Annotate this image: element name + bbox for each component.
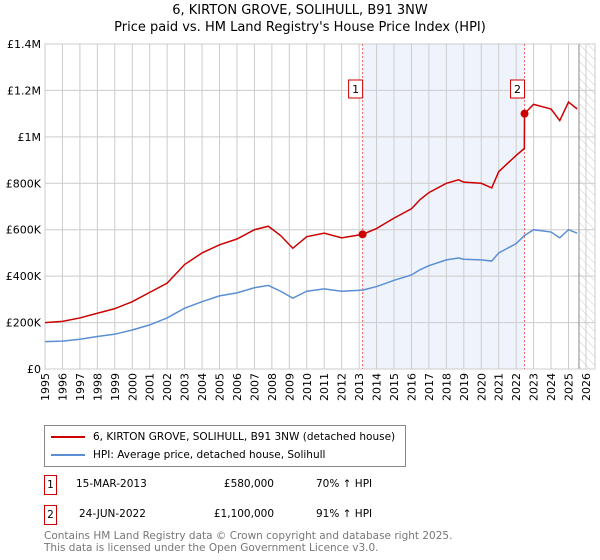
x-tick-label: 2021 xyxy=(493,373,506,401)
transaction-hpi: 70% ↑ HPI xyxy=(316,478,373,490)
x-tick-label: 2008 xyxy=(266,373,279,401)
blue-line-swatch xyxy=(51,454,85,456)
x-tick-label: 2025 xyxy=(563,373,576,401)
x-tick-label: 2003 xyxy=(179,373,192,401)
x-tick-label: 1999 xyxy=(109,373,122,401)
legend-label: HPI: Average price, detached house, Soli… xyxy=(93,449,326,461)
y-tick-label: £400K xyxy=(6,270,42,283)
x-tick-label: 1997 xyxy=(74,373,87,401)
chart-title: 6, KIRTON GROVE, SOLIHULL, B91 3NW xyxy=(172,3,428,18)
x-tick-label: 2005 xyxy=(214,373,227,401)
x-tick-label: 2024 xyxy=(545,373,558,401)
plot-frame xyxy=(44,43,596,370)
x-tick-label: 2000 xyxy=(126,373,139,401)
price-chart: 1995 1996 1997 1998 1999 2000 2001 2002 2003 2004… xyxy=(6,38,596,401)
shaded-period xyxy=(362,44,525,369)
transaction-date: 15-MAR-2013 xyxy=(76,478,147,490)
footer-line: Contains HM Land Registry data © Crown c… xyxy=(44,530,453,542)
x-tick-label: 1998 xyxy=(91,373,104,401)
transaction-price: £580,000 xyxy=(223,478,274,490)
transaction-price: £1,100,000 xyxy=(213,508,274,520)
y-tick-label: £800K xyxy=(6,177,42,190)
transaction-row: 2 24-JUN-2022 £1,100,000 91% ↑ HPI xyxy=(44,505,444,525)
transaction-row: 1 15-MAR-2013 £580,000 70% ↑ HPI xyxy=(44,475,444,495)
transaction-hpi: 91% ↑ HPI xyxy=(316,508,373,520)
chart-subtitle: Price paid vs. HM Land Registry's House … xyxy=(114,20,486,35)
transaction-badge: 1 xyxy=(44,475,57,495)
x-tick-label: 2009 xyxy=(283,373,296,401)
legend-item-hpi: HPI: Average price, detached house, Soli… xyxy=(45,447,325,463)
x-tick-label: 2016 xyxy=(405,373,418,401)
property-price-line xyxy=(44,100,578,324)
x-tick-label: 2011 xyxy=(318,373,331,401)
x-tick-label: 2006 xyxy=(231,373,244,401)
x-tick-label: 2022 xyxy=(510,373,523,401)
x-tick-label: 2026 xyxy=(580,373,593,401)
legend: 6, KIRTON GROVE, SOLIHULL, B91 3NW (deta… xyxy=(44,425,406,467)
legend-label: 6, KIRTON GROVE, SOLIHULL, B91 3NW (deta… xyxy=(93,431,396,443)
x-tick-label: 2014 xyxy=(371,373,384,401)
x-tick-label: 2023 xyxy=(528,373,541,401)
x-tick-label: 2019 xyxy=(458,373,471,401)
x-tick-label: 1995 xyxy=(39,373,52,401)
x-tick-label: 2012 xyxy=(336,373,349,401)
x-tick-label: 1996 xyxy=(56,373,69,401)
y-tick-label: £200K xyxy=(6,317,42,330)
sale-point xyxy=(520,109,529,118)
legend-item-property: 6, KIRTON GROVE, SOLIHULL, B91 3NW (deta… xyxy=(45,429,395,445)
x-tick-label: 2002 xyxy=(161,373,174,401)
footer: Contains HM Land Registry data © Crown c… xyxy=(44,530,452,554)
x-tick-label: 2007 xyxy=(248,373,261,401)
x-tick-label: 2018 xyxy=(440,373,453,401)
x-tick-label: 2020 xyxy=(475,373,488,401)
sale-point xyxy=(358,230,367,239)
red-line-swatch xyxy=(51,436,85,438)
y-tick-label: £1M xyxy=(18,131,42,144)
y-tick-label: £0 xyxy=(27,363,41,376)
forecast-hatch xyxy=(578,44,595,369)
x-tick-label: 2004 xyxy=(196,373,209,401)
x-tick-label: 2015 xyxy=(388,373,401,401)
footer-line: This data is licensed under the Open Gov… xyxy=(44,542,379,554)
x-tick-label: 2001 xyxy=(144,373,157,401)
y-tick-label: £600K xyxy=(6,224,42,237)
x-tick-label: 2017 xyxy=(423,373,436,401)
sale-badge xyxy=(510,79,526,99)
sale-badge xyxy=(348,79,364,99)
sale-badge-label: 1 xyxy=(352,83,359,96)
sale-badge-label: 2 xyxy=(514,83,521,96)
hpi-line xyxy=(44,228,578,343)
x-tick-label: 2010 xyxy=(301,373,314,401)
y-tick-label: £1.4M xyxy=(7,38,41,51)
y-tick-label: £1.2M xyxy=(7,84,41,97)
transaction-badge: 2 xyxy=(44,505,57,525)
transaction-date: 24-JUN-2022 xyxy=(79,508,146,520)
x-tick-label: 2013 xyxy=(353,373,366,401)
